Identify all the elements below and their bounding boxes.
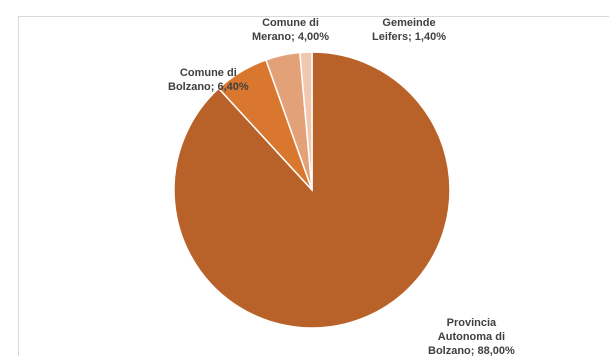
slice-label-line: Gemeinde <box>382 17 436 29</box>
chart-frame-left <box>18 16 19 356</box>
slice-label-line: Autonoma di <box>437 331 506 343</box>
pie-slice <box>299 51 313 191</box>
slice-label-line: Comune di <box>262 17 319 29</box>
slice-label-line: Provincia <box>446 317 497 329</box>
slice-data-label: Comune di Merano; 4,00% <box>252 16 329 44</box>
slice-label-line: Bolzano; 6,40% <box>168 81 249 93</box>
slice-data-label: Gemeinde Leifers; 1,40% <box>372 16 446 44</box>
slice-data-label: Provincia Autonoma di Bolzano; 88,00% <box>428 316 515 358</box>
slice-label-line: Comune di <box>179 67 237 79</box>
chart-frame-top <box>18 16 609 17</box>
slice-data-label: Comune di Bolzano; 6,40% <box>168 66 249 94</box>
slice-label-line: Bolzano; 88,00% <box>428 345 515 357</box>
slice-label-line: Leifers; 1,40% <box>372 31 446 43</box>
slice-label-line: Merano; 4,00% <box>252 31 330 43</box>
